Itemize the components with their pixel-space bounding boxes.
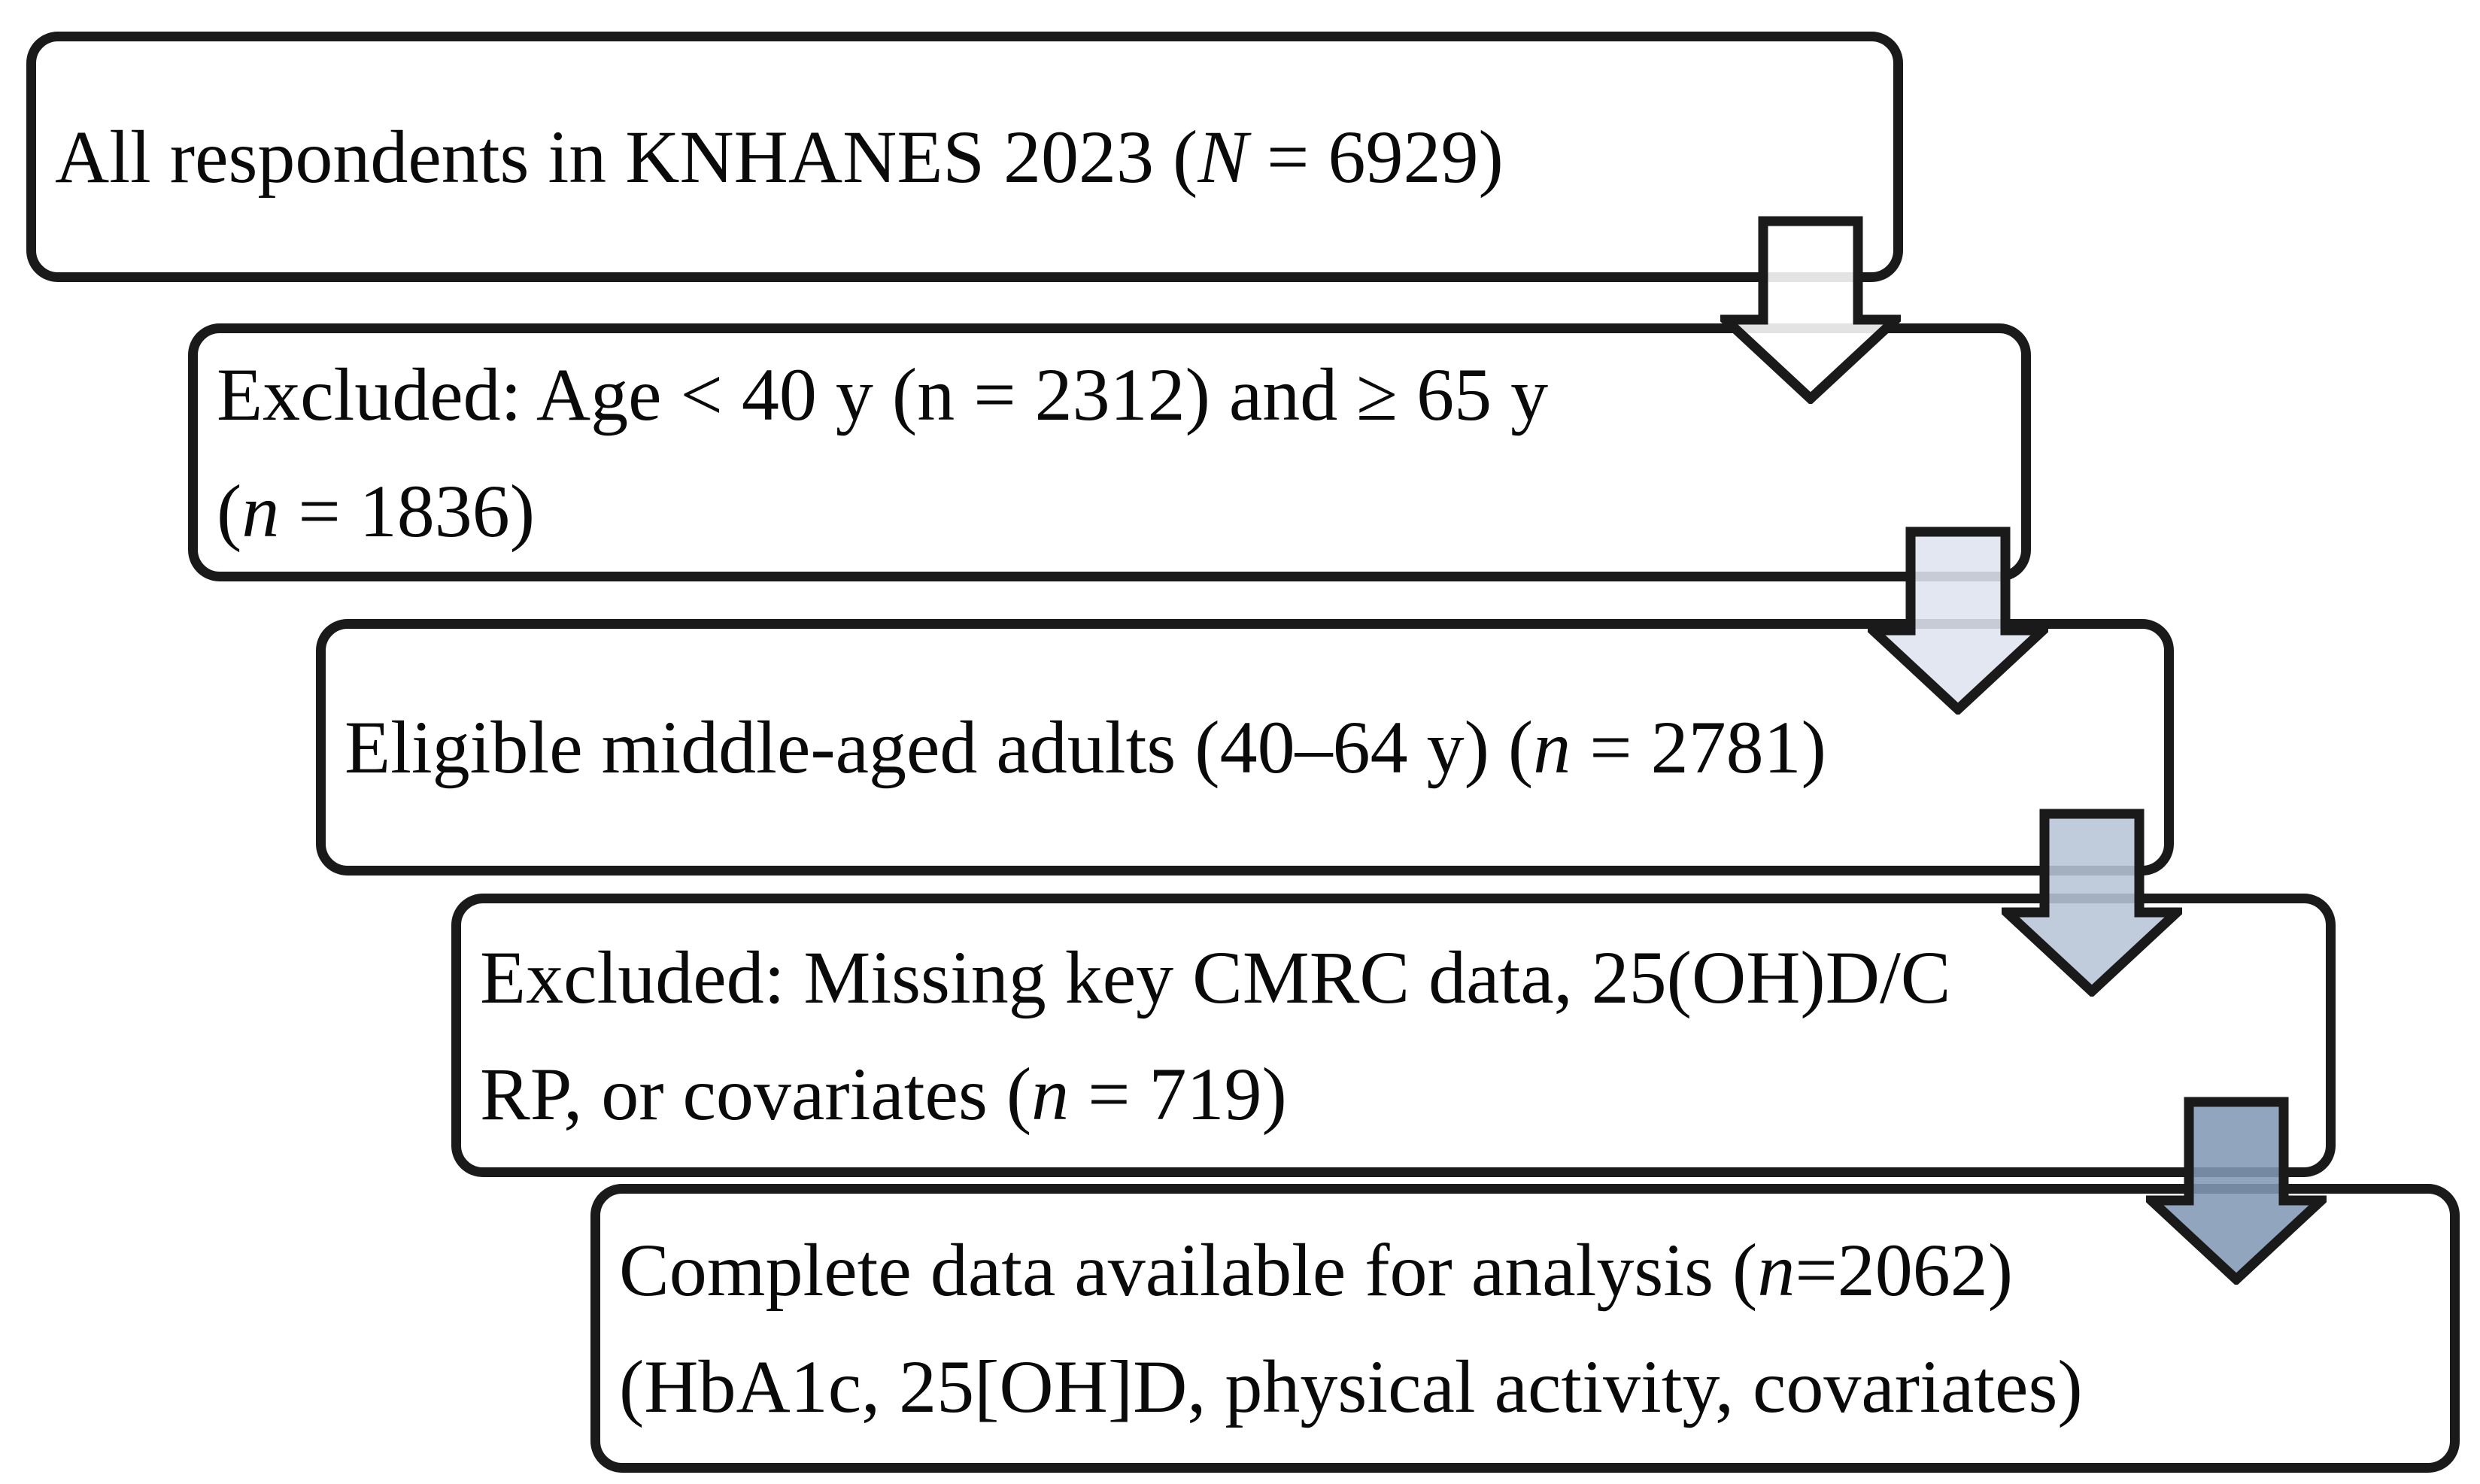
down-arrow-shape bbox=[2002, 809, 2182, 997]
flow-box-all-respondents: All respondents in KNHANES 2023 (N = 692… bbox=[26, 32, 1903, 282]
text-line: Excluded: Age < 40 y (n = 2312) and ≥ 65… bbox=[217, 352, 1549, 436]
flow-box-complete-data: Complete data available for analysis (n=… bbox=[590, 1184, 2460, 1473]
text-line: (HbA1c, 25[OH]D, physical activity, cova… bbox=[619, 1345, 2083, 1428]
box-text: Excluded: Missing key CMRC data, 25(OH)D… bbox=[480, 919, 2296, 1152]
down-arrow-shape bbox=[2146, 1097, 2327, 1285]
text-line: Eligible middle-aged adults (40–64 y) (n… bbox=[345, 706, 1826, 789]
flow-box-eligible-adults: Eligible middle-aged adults (40–64 y) (n… bbox=[316, 619, 2174, 876]
down-arrow-icon bbox=[1720, 216, 1901, 404]
box-text: Eligible middle-aged adults (40–64 y) (n… bbox=[345, 689, 2134, 806]
text-line: RP, or covariates (n = 719) bbox=[480, 1052, 1287, 1136]
flow-box-excluded-missing: Excluded: Missing key CMRC data, 25(OH)D… bbox=[451, 894, 2336, 1177]
text-line: All respondents in KNHANES 2023 (N = 692… bbox=[55, 115, 1504, 199]
down-arrow-icon bbox=[1868, 527, 2048, 715]
down-arrow-icon bbox=[2146, 1097, 2327, 1285]
text-line: (n = 1836) bbox=[217, 469, 536, 553]
down-arrow-shape bbox=[1868, 527, 2048, 715]
box-text: Complete data available for analysis (n=… bbox=[619, 1212, 2420, 1445]
box-text: All respondents in KNHANES 2023 (N = 692… bbox=[55, 99, 1863, 215]
box-text: Excluded: Age < 40 y (n = 2312) and ≥ 65… bbox=[217, 336, 1991, 569]
text-line: Excluded: Missing key CMRC data, 25(OH)D… bbox=[480, 935, 1951, 1019]
down-arrow-shape bbox=[1720, 216, 1901, 404]
down-arrow-icon bbox=[2002, 809, 2182, 997]
text-line: Complete data available for analysis (n=… bbox=[619, 1228, 2014, 1312]
flow-box-excluded-age: Excluded: Age < 40 y (n = 2312) and ≥ 65… bbox=[188, 323, 2031, 581]
